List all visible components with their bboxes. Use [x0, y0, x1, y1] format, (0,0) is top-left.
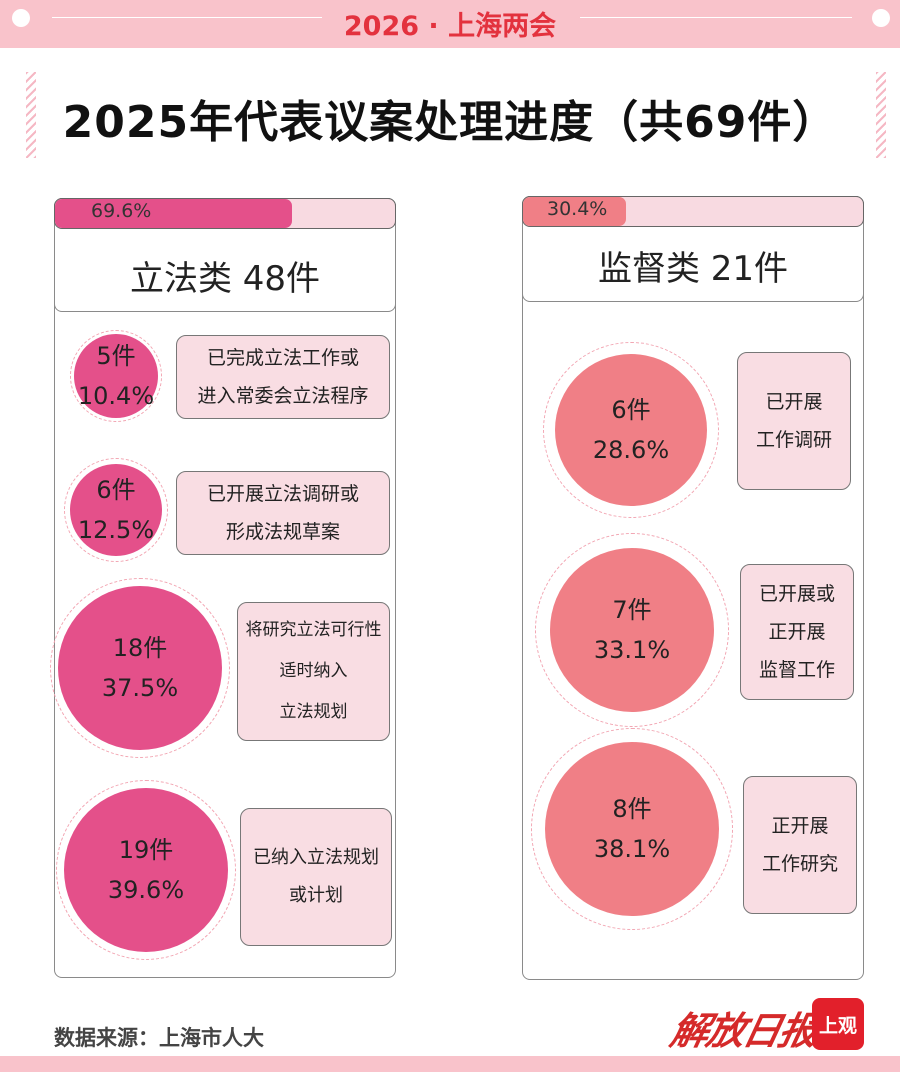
bubble-count-label: 8件 [612, 795, 652, 823]
legislation-ring [64, 458, 168, 562]
hatch-decoration-right [876, 72, 886, 158]
app-logo: 上观 [812, 998, 864, 1050]
data-source-note: 数据来源：上海市人大 [54, 1026, 264, 1050]
tag-line: 已完成立法工作或 [206, 347, 359, 369]
bubble-pct-label: 10.4% [77, 382, 155, 410]
legislation-ring [70, 330, 162, 422]
bubble-pct-label: 37.5% [101, 674, 179, 702]
legislation-status-tag: 将研究立法可行性 适时纳入 立法规划 [237, 602, 390, 741]
supervision-share-bar: 30.4% [522, 196, 864, 227]
top-banner: 2026 · 上海两会 [0, 0, 900, 48]
bubble-pct-label: 39.6% [107, 876, 185, 904]
legislation-share-label: 69.6% [91, 200, 152, 222]
tag-line: 适时纳入 [279, 661, 348, 681]
legislation-bubble: 6件 12.5% [70, 464, 162, 556]
newspaper-logo: 解放日报 [666, 1008, 821, 1053]
tag-line: 将研究立法可行性 [245, 620, 382, 640]
supervision-status-tag: 已开展 工作调研 [737, 352, 851, 490]
bubble-count-label: 6件 [611, 396, 651, 424]
bubble-count-label: 5件 [96, 342, 136, 370]
bubble-pct-label: 28.6% [592, 436, 670, 464]
legislation-bubble: 19件 39.6% [64, 788, 228, 952]
tag-line: 已开展立法调研或 [206, 483, 359, 505]
bubble-count-label: 19件 [118, 836, 174, 864]
banner-dot-left [12, 9, 30, 27]
banner-rule-left [52, 17, 322, 18]
page-title: 2025年代表议案处理进度（共69件） [62, 97, 838, 148]
supervision-bubble: 8件 38.1% [545, 742, 719, 916]
tag-line: 进入常委会立法程序 [197, 385, 369, 407]
bubble-pct-label: 38.1% [593, 835, 671, 863]
bubble-count-label: 7件 [612, 596, 652, 624]
tag-line: 形成法规草案 [225, 521, 340, 543]
legislation-header-label: 立法类 48件 [129, 259, 321, 299]
legislation-status-tag: 已完成立法工作或 进入常委会立法程序 [176, 335, 390, 419]
hatch-decoration-left [26, 72, 36, 158]
supervision-bubble: 7件 33.1% [550, 548, 714, 712]
tag-line: 工作研究 [761, 853, 838, 875]
tag-line: 正开展 [771, 815, 829, 837]
supervision-ring [531, 728, 733, 930]
supervision-status-tag: 已开展或 正开展 监督工作 [740, 564, 854, 700]
legislation-share-bar: 69.6% [54, 198, 396, 229]
tag-line: 或计划 [289, 885, 343, 906]
tag-line: 已开展 [765, 391, 823, 413]
tag-line: 监督工作 [758, 659, 835, 681]
supervision-status-tag: 正开展 工作研究 [743, 776, 857, 914]
bubble-count-label: 6件 [96, 476, 136, 504]
tag-line: 立法规划 [279, 702, 348, 722]
bottom-banner [0, 1056, 900, 1072]
bubble-count-label: 18件 [112, 634, 168, 662]
tag-line: 已纳入立法规划 [253, 847, 379, 868]
supervision-ring [543, 342, 719, 518]
legislation-share-fill [55, 199, 292, 228]
legislation-status-tag: 已开展立法调研或 形成法规草案 [176, 471, 390, 555]
legislation-bubble: 5件 10.4% [74, 334, 158, 418]
supervision-header-label: 监督类 21件 [597, 249, 789, 289]
legislation-ring [50, 578, 230, 758]
bubble-pct-label: 12.5% [77, 516, 155, 544]
supervision-ring [535, 533, 729, 727]
supervision-bubble: 6件 28.6% [555, 354, 707, 506]
tag-line: 工作调研 [755, 429, 832, 451]
supervision-share-label: 30.4% [547, 198, 608, 220]
banner-rule-right [580, 17, 852, 18]
legislation-bubble: 18件 37.5% [58, 586, 222, 750]
legislation-status-tag: 已纳入立法规划 或计划 [240, 808, 392, 946]
tag-line: 正开展 [768, 621, 826, 643]
banner-dot-right [872, 9, 890, 27]
tag-line: 已开展或 [758, 583, 835, 605]
legislation-ring [56, 780, 236, 960]
bubble-pct-label: 33.1% [593, 636, 671, 664]
banner-event-title: 2026 · 上海两会 [343, 11, 557, 42]
supervision-share-fill [523, 197, 627, 226]
